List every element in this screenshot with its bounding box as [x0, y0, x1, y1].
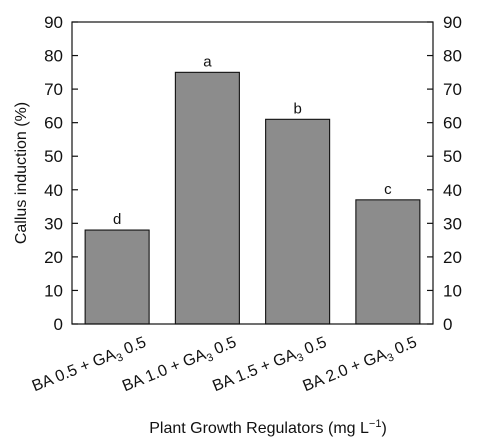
bar-significance-label: a: [203, 53, 212, 70]
left-tick-label: 70: [44, 80, 63, 99]
right-tick-label: 40: [443, 181, 462, 200]
right-tick-label: 70: [443, 80, 462, 99]
left-tick-label: 50: [44, 147, 63, 166]
left-tick-label: 80: [44, 47, 63, 66]
left-tick-label: 90: [44, 13, 63, 32]
category-label-text: 0.5: [298, 334, 329, 360]
x-axis-title-main: Plant Growth Regulators (mg L: [149, 420, 369, 437]
bar-labels-group: d a b c: [113, 53, 392, 228]
axis-ticks-group: [72, 21, 433, 325]
bar-significance-label: d: [113, 211, 121, 228]
category-label-subscript: 3: [205, 351, 215, 364]
bar: [355, 199, 421, 325]
right-tick-label: 60: [443, 114, 462, 133]
x-axis-title-close: ): [381, 420, 386, 437]
right-tick-label: 20: [443, 248, 462, 267]
category-label-subscript: 3: [295, 351, 305, 364]
category-label-subscript: 3: [115, 351, 125, 364]
bars-group: [84, 71, 421, 325]
category-label-subscript: 3: [386, 351, 396, 364]
right-tick-label: 0: [443, 315, 452, 334]
left-tick-label: 20: [44, 248, 63, 267]
category-label-text: 0.5: [388, 334, 419, 360]
right-tick-label: 30: [443, 214, 462, 233]
left-tick-label: 0: [54, 315, 63, 334]
right-tick-label: 50: [443, 147, 462, 166]
bar: [84, 229, 150, 325]
category-label-text: BA 0.5 + GA: [30, 346, 119, 395]
left-tick-label: 10: [44, 281, 63, 300]
bar: [265, 118, 331, 325]
left-tick-label: 30: [44, 214, 63, 233]
x-axis-title-superscript: −1: [369, 418, 382, 430]
right-tick-label: 90: [443, 13, 462, 32]
left-tick-label: 60: [44, 114, 63, 133]
category-label-text: 0.5: [208, 334, 239, 360]
category-labels-group: BA 0.5 + GA3 0.5BA 1.0 + GA3 0.5BA 1.5 +…: [30, 334, 420, 395]
left-tick-label: 40: [44, 181, 63, 200]
right-tick-label: 10: [443, 281, 462, 300]
bar-significance-label: c: [384, 181, 392, 198]
y-axis-title: Callus induction (%): [13, 102, 30, 244]
bar-significance-label: b: [293, 100, 301, 117]
right-tick-label: 80: [443, 47, 462, 66]
bar: [174, 71, 240, 325]
category-label-text: 0.5: [118, 334, 149, 360]
x-axis-title: Plant Growth Regulators (mg L−1): [149, 418, 387, 437]
axis-tick-labels-group: 0 0 10 10 20 20 30 30 40 40 50 50 60 60 70 70 80 80 90 90: [44, 13, 462, 334]
plot-frame: [71, 21, 434, 325]
